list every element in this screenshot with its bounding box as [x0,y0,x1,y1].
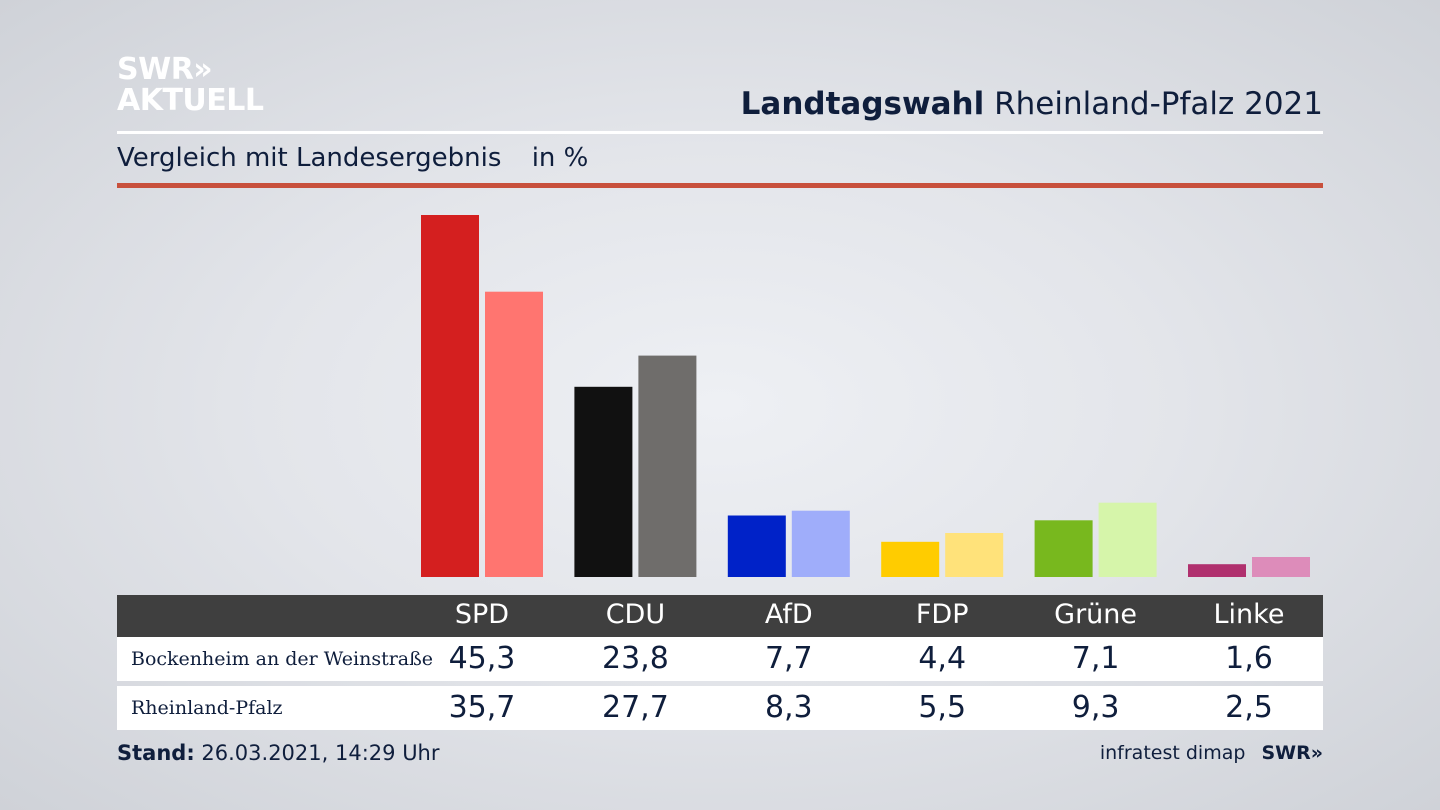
value-cell: 27,7 [601,690,669,725]
party-header-linke: Linke [1213,599,1285,630]
unit-label: in % [531,143,589,173]
bar-linke-series-1 [1188,564,1246,577]
party-header-spd: SPD [454,599,510,630]
value-cell: 35,7 [448,690,516,725]
bar-chart [421,215,1310,577]
party-header-afd: AfD [764,599,813,630]
stand-value: 26.03.2021, 14:29 Uhr [201,741,440,765]
value-cell: 2,5 [1225,690,1273,725]
swr-brand-logo: SWR» [1261,742,1323,764]
value-cell: 4,4 [918,641,967,676]
title-rest: Rheinland-Pfalz 2021 [994,86,1323,122]
bar-fdp-series-1 [881,541,940,577]
party-header-gruene: Grüne [1054,599,1138,630]
bar-spd-series-2 [485,291,543,577]
row-label: Bockenheim an der Weinstraße [131,648,434,670]
row-label: Rheinland-Pfalz [131,697,283,719]
bar-gr-ne-series-2 [1098,502,1157,577]
value-cell: 45,3 [448,641,516,676]
subtitle-divider [117,183,1323,188]
bar-afd-series-2 [791,510,850,577]
bar-cdu-series-2 [638,355,697,577]
chart-subtitle: Vergleich mit Landesergebnis in % [117,143,588,173]
results-table: SPD CDU AfD FDP Grüne Linke Bockenheim a… [117,595,1323,730]
title-strong: Landtagswahl [740,86,985,122]
source-credit: infratest dimap SWR» [1100,742,1323,764]
source-label: infratest dimap [1099,742,1246,764]
bar-spd-series-1 [421,215,479,577]
bar-fdp-series-2 [945,533,1004,577]
swr-aktuell-logo: SWR» AKTUELL [117,54,264,116]
bar-cdu-series-1 [574,386,633,577]
stand-label: Stand: [117,741,195,765]
value-cell: 5,5 [918,690,967,725]
table-row: Rheinland-Pfalz 35,7 27,7 8,3 5,5 9,3 2,… [117,686,1323,730]
bar-linke-series-2 [1252,557,1310,577]
logo-line-2: AKTUELL [117,83,264,118]
timestamp: Stand: 26.03.2021, 14:29 Uhr [117,741,440,765]
table-header-row: SPD CDU AfD FDP Grüne Linke [117,595,1323,637]
value-cell: 1,6 [1225,641,1273,676]
title-divider [117,131,1323,134]
subtitle-text: Vergleich mit Landesergebnis [117,143,502,173]
bar-gr-ne-series-1 [1034,520,1093,577]
bar-afd-series-1 [727,515,786,577]
logo-line-1: SWR» [117,52,213,87]
value-cell: 9,3 [1071,690,1120,725]
value-cell: 8,3 [764,690,813,725]
value-cell: 23,8 [601,641,669,676]
party-header-fdp: FDP [915,599,969,630]
party-header-cdu: CDU [605,599,666,630]
value-cell: 7,1 [1071,641,1120,676]
table-row: Bockenheim an der Weinstraße 45,3 23,8 7… [117,637,1323,681]
value-cell: 7,7 [764,641,813,676]
page-title: Landtagswahl Rheinland-Pfalz 2021 [741,86,1323,122]
